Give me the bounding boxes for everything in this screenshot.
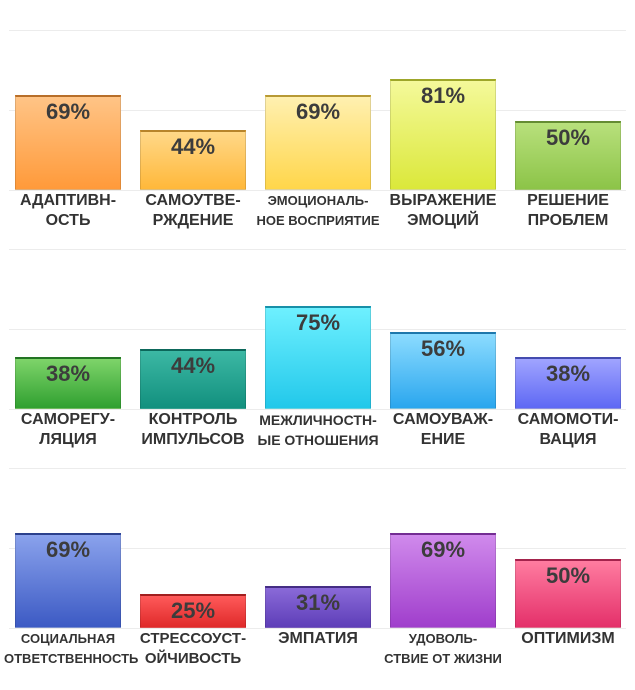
category-label-line: ЭМПАТИЯ <box>278 630 358 647</box>
category-label-line: ЫЕ ОТНОШЕНИЯ <box>257 432 379 448</box>
category-label-line: ОТВЕТСТВЕННОСТЬ <box>4 651 139 666</box>
bar-value-label: 75% <box>295 310 341 335</box>
bar-value-label: 44% <box>170 134 216 159</box>
category-label-line: САМОУВАЖ- <box>392 411 494 428</box>
bar <box>140 349 246 409</box>
category-label-line: ПРОБЛЕМ <box>527 212 609 229</box>
gridline <box>9 30 626 31</box>
gridline <box>9 190 626 191</box>
bar-value-label: 69% <box>45 99 91 124</box>
category-label-line: РЖДЕНИЕ <box>152 212 234 229</box>
category-label-line: ИМПУЛЬСОВ <box>141 431 245 448</box>
category-label: УДОВОЛЬ- СТВИЕ ОТ ЖИЗНИ <box>379 629 507 669</box>
category-label-line: САМОУТВЕ- <box>145 192 241 209</box>
gridline <box>9 409 626 410</box>
category-label-line: САМОМОТИ- <box>517 411 619 428</box>
category-label: МЕЖЛИЧНОСТН- ЫЕ ОТНОШЕНИЯ <box>254 410 382 450</box>
category-label: КОНТРОЛЬ ИМПУЛЬСОВ <box>129 410 257 450</box>
category-label: ЭМПАТИЯ <box>254 629 382 649</box>
category-label-line: ЛЯЦИЯ <box>39 431 97 448</box>
bar-value-label: 44% <box>170 353 216 378</box>
category-label-line: СОЦИАЛЬНАЯ <box>20 631 116 646</box>
gridline <box>9 249 626 250</box>
category-label: ЭМОЦИОНАЛЬ- НОЕ ВОСПРИЯТИЕ <box>254 191 382 231</box>
bar-value-label: 31% <box>295 590 341 615</box>
bar-value-label: 50% <box>545 563 591 588</box>
bar-value-label: 38% <box>45 361 91 386</box>
bar <box>140 594 246 628</box>
bar-value-label: 69% <box>420 537 466 562</box>
bar-value-label: 56% <box>420 336 466 361</box>
gridline <box>9 628 626 629</box>
bar-value-label: 69% <box>45 537 91 562</box>
category-label: СТРЕССОУСТ- ОЙЧИВОСТЬ <box>129 629 257 669</box>
bar <box>390 79 496 190</box>
bar-value-label: 25% <box>170 598 216 623</box>
category-label-line: ЭМОЦИОНАЛЬ- <box>267 193 369 208</box>
category-label-line: СТРЕССОУСТ- <box>139 630 247 647</box>
category-label-line: НОЕ ВОСПРИЯТИЕ <box>256 213 380 228</box>
category-label-line: ОЙЧИВОСТЬ <box>144 650 242 667</box>
category-label-line: АДАПТИВН- <box>19 192 117 209</box>
gridline <box>9 468 626 469</box>
category-label-line: САМОРЕГУ- <box>20 411 116 428</box>
bar-value-label: 38% <box>545 361 591 386</box>
bar <box>140 130 246 190</box>
bar <box>15 95 121 190</box>
category-label: САМОУВАЖ- ЕНИЕ <box>379 410 507 450</box>
bar <box>390 332 496 409</box>
category-label-line: ВЫРАЖЕНИЕ <box>389 192 497 209</box>
bar-value-label: 50% <box>545 125 591 150</box>
bar <box>515 357 621 409</box>
category-label: СОЦИАЛЬНАЯ ОТВЕТСТВЕННОСТЬ <box>4 629 139 669</box>
bar <box>265 586 371 628</box>
category-label-line: МЕЖЛИЧНОСТН- <box>259 412 377 428</box>
category-label-line: ЭМОЦИЙ <box>407 212 479 229</box>
category-label: РЕШЕНИЕ ПРОБЛЕМ <box>504 191 632 231</box>
bar <box>15 533 121 628</box>
bar <box>265 306 371 409</box>
category-label-line: УДОВОЛЬ- <box>408 631 478 646</box>
category-label-line: СТВИЕ ОТ ЖИЗНИ <box>384 651 502 666</box>
bar <box>390 533 496 628</box>
category-label: САМОМОТИ- ВАЦИЯ <box>504 410 632 450</box>
category-label: ВЫРАЖЕНИЕ ЭМОЦИЙ <box>379 191 507 231</box>
category-label: ОПТИМИЗМ <box>504 629 632 649</box>
category-label-line: РЕШЕНИЕ <box>527 192 609 209</box>
bar <box>265 95 371 190</box>
bar <box>15 357 121 409</box>
category-label-line: ЕНИЕ <box>420 431 466 448</box>
category-label: АДАПТИВН- ОСТЬ <box>4 191 132 231</box>
bar-value-label: 81% <box>420 83 466 108</box>
category-label-line: КОНТРОЛЬ <box>148 411 238 428</box>
bar <box>515 559 621 628</box>
category-label-line: ОСТЬ <box>45 212 91 229</box>
category-label: САМОУТВЕ- РЖДЕНИЕ <box>129 191 257 231</box>
category-label-line: ВАЦИЯ <box>539 431 597 448</box>
category-label-line: ОПТИМИЗМ <box>521 630 615 647</box>
bar-value-label: 69% <box>295 99 341 124</box>
category-label: САМОРЕГУ- ЛЯЦИЯ <box>4 410 132 450</box>
bar <box>515 121 621 190</box>
gridline <box>9 548 626 549</box>
